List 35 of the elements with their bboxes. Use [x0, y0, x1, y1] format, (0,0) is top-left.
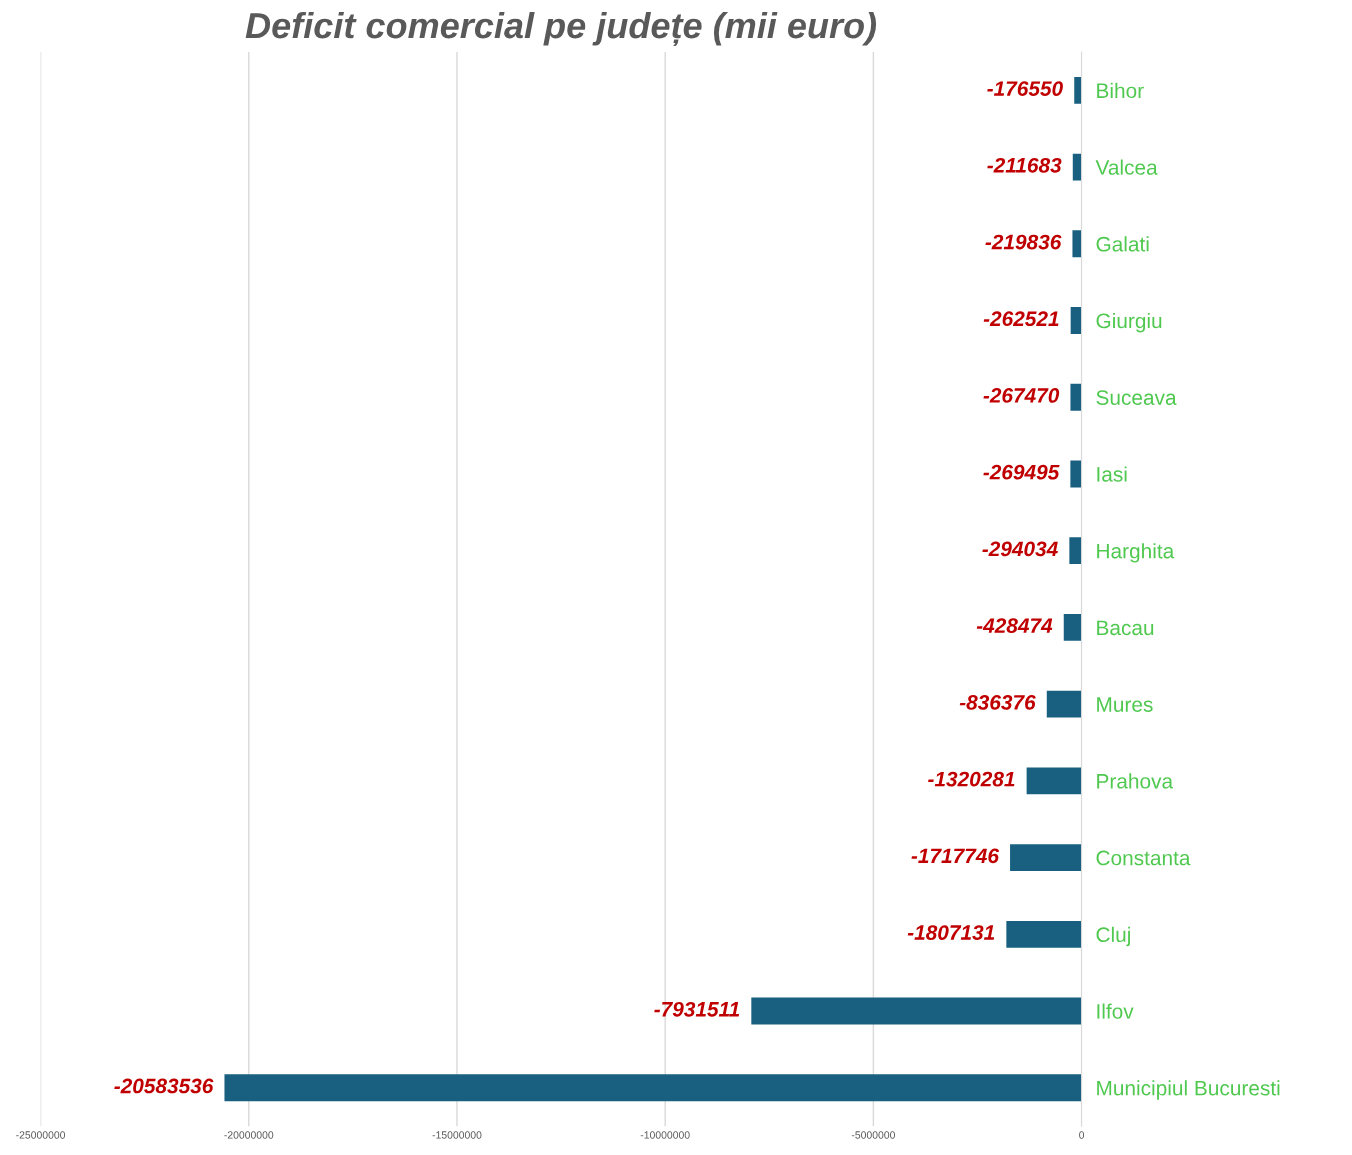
chart-title: Deficit comercial pe județe (mii euro)	[245, 11, 877, 47]
y-tick-label: Iasi	[1097, 466, 1127, 482]
x-tick-label: -25000000	[16, 1131, 66, 1139]
data-label: -211683	[987, 157, 1062, 173]
y-tick-label: Cluj	[1096, 926, 1130, 947]
y-tick-label: Galati	[1096, 236, 1149, 252]
y-tick-label: Harghita	[1097, 543, 1175, 563]
y-tick-label: Ilfov	[1097, 1003, 1134, 1019]
y-tick-label: Constanta	[1096, 850, 1191, 866]
y-tick-label: Prahova	[1097, 773, 1174, 789]
data-label: -20583536	[114, 1078, 214, 1094]
data-label: -428474	[976, 618, 1053, 633]
y-tick-label: Bacau	[1097, 620, 1154, 636]
y-tick-label: Mures	[1097, 697, 1153, 712]
x-tick-label: -5000000	[851, 1131, 895, 1139]
data-label: -294034	[982, 541, 1058, 557]
y-tick-label: Bihor	[1097, 82, 1144, 99]
data-label: -7931511	[654, 1001, 740, 1017]
y-tick-label: Giurgiu	[1096, 312, 1162, 333]
x-tick-label: -15000000	[432, 1131, 482, 1139]
data-label: -176550	[987, 81, 1063, 96]
data-label: -269495	[983, 464, 1060, 480]
x-tick-label: 0	[1079, 1131, 1085, 1139]
y-tick-label: Valcea	[1095, 159, 1158, 175]
data-label: -1717746	[911, 848, 1000, 864]
data-label: -219836	[985, 234, 1062, 250]
x-tick-label: -20000000	[224, 1131, 274, 1139]
data-label: -267470	[983, 388, 1060, 403]
y-tick-label: Municipiul Bucuresti	[1097, 1080, 1280, 1100]
y-tick-label: Suceava	[1096, 390, 1177, 405]
x-tick-label: -10000000	[640, 1131, 690, 1139]
data-label: -1320281	[928, 771, 1015, 787]
data-label: -836376	[959, 694, 1036, 710]
data-label: -1807131	[907, 925, 995, 940]
data-label: -262521	[983, 311, 1059, 327]
